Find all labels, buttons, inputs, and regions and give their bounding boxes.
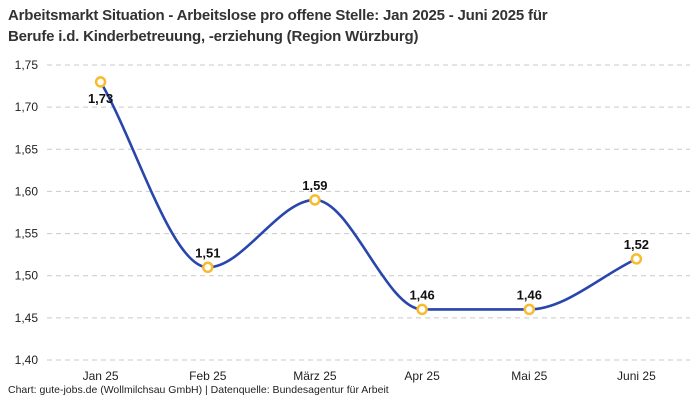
data-point-marker	[416, 303, 428, 316]
data-point-marker	[309, 194, 321, 206]
x-axis-tick-label: Apr 25	[404, 369, 440, 383]
chart-title-line-1: Arbeitsmarkt Situation - Arbeitslose pro…	[8, 7, 548, 24]
x-axis-tick-label: März 25	[293, 369, 337, 383]
y-axis-tick-label: 1,65	[15, 142, 39, 156]
chart-title-line-2: Berufe i.d. Kinderbetreuung, -erziehung …	[8, 28, 419, 45]
data-point-marker	[202, 261, 214, 274]
y-axis-tick-label: 1,40	[15, 353, 39, 367]
y-axis-tick-label: 1,75	[15, 58, 39, 72]
data-point-label: 1,52	[624, 237, 649, 252]
data-point-marker	[630, 253, 643, 265]
data-point-label: 1,46	[409, 287, 434, 302]
chart-title: Arbeitsmarkt Situation - Arbeitslose pro…	[8, 5, 668, 47]
data-point-label: 1,46	[517, 287, 542, 302]
y-axis-tick-label: 1,50	[15, 269, 39, 283]
y-axis-tick-label: 1,60	[15, 184, 39, 198]
x-axis-tick-label: Juni 25	[617, 369, 656, 383]
chart-footer-credit: Chart: gute-jobs.de (Wollmilchsau GmbH) …	[8, 384, 389, 396]
x-axis-tick-label: Feb 25	[189, 369, 227, 383]
data-point-marker	[523, 303, 536, 316]
data-point-label: 1,73	[88, 91, 113, 106]
y-axis-tick-label: 1,45	[15, 311, 39, 325]
data-point-marker	[94, 76, 107, 88]
series-line	[99, 80, 638, 311]
x-axis-tick-label: Jan 25	[83, 369, 119, 383]
y-axis-tick-label: 1,70	[15, 100, 39, 114]
data-point-label: 1,59	[302, 178, 327, 193]
data-point-label: 1,51	[195, 245, 220, 260]
y-axis-tick-label: 1,55	[15, 227, 39, 241]
x-axis-tick-label: Mai 25	[511, 369, 547, 383]
